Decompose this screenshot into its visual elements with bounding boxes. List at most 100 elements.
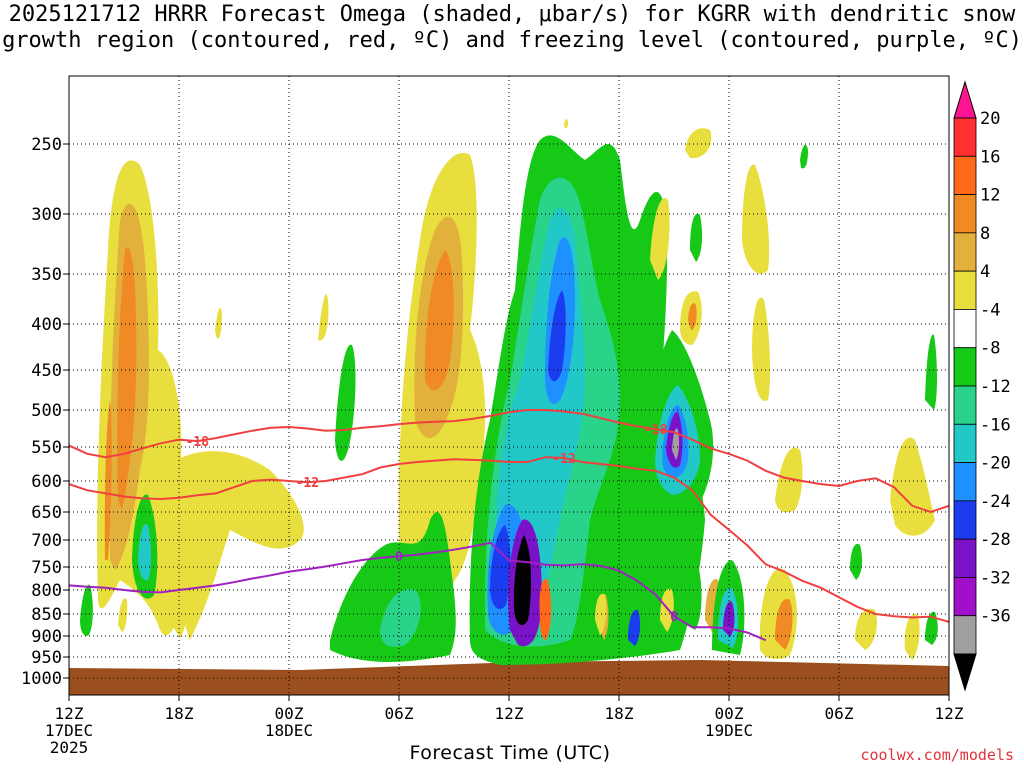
credit-link[interactable]: coolwx.com/models (860, 746, 1014, 764)
colorbar-label: 4 (980, 262, 990, 282)
x-tick-label: 19DEC (705, 721, 753, 740)
colorbar-cell (953, 538, 977, 578)
omega-blob (138, 524, 151, 581)
omega-blob (380, 589, 421, 647)
colorbar-label: -32 (980, 568, 1011, 588)
colorbar-cell (953, 500, 977, 540)
colorbar-cell (953, 423, 977, 463)
y-tick-label: 400 (31, 315, 62, 335)
colorbar: 20 16 12 8 4 -4 -8 -12 -16 -20 -24 -28 -32 -36 (953, 80, 1011, 692)
colorbar-cell (953, 653, 977, 692)
colorbar-label: 12 (980, 186, 1000, 206)
x-tick-label: 12Z (55, 704, 84, 723)
x-tick-label: 06Z (385, 704, 414, 723)
omega-blob (548, 290, 566, 382)
omega-blob (890, 437, 935, 536)
y-tick-label: 750 (31, 558, 62, 578)
omega-blob (650, 198, 670, 280)
y-tick-label: 850 (31, 605, 62, 625)
colorbar-label: -24 (980, 492, 1011, 512)
y-tick-label: 700 (31, 531, 62, 551)
y-tick-label: 500 (31, 401, 62, 421)
x-axis-title: Forecast Time (UTC) (409, 742, 611, 764)
dgz-contour-minus18 (69, 409, 949, 514)
omega-blob (800, 144, 808, 169)
y-tick-label: 950 (31, 648, 62, 668)
x-tick-label: 2025 (50, 738, 89, 757)
omega-blob (595, 593, 607, 635)
omega-blob (690, 213, 703, 262)
omega-blob (855, 608, 877, 650)
omega-blob (104, 400, 112, 560)
colorbar-cell (953, 615, 977, 655)
chart-title-line-2: growth region (contoured, red, ºC) and f… (2, 28, 1022, 53)
y-tick-label: 600 (31, 472, 62, 492)
colorbar-cell (953, 117, 977, 157)
omega-blob (775, 599, 793, 650)
y-tick-label: 300 (31, 205, 62, 225)
x-tick-label: 18Z (165, 704, 194, 723)
y-tick-label: 250 (31, 135, 62, 155)
freezing-level-contour (69, 541, 767, 642)
colorbar-cell (953, 270, 977, 310)
freezing-level-contour-label: 0 (670, 610, 678, 625)
colorbar-cell (953, 347, 977, 387)
x-tick-label: 12Z (495, 704, 524, 723)
colorbar-label: 8 (980, 224, 990, 244)
omega-blob (215, 307, 222, 339)
omega-blob (318, 294, 329, 341)
omega-blob (904, 614, 920, 660)
colorbar-label: -12 (980, 377, 1011, 397)
colorbar-cell (953, 80, 977, 119)
dgz-contour-minus18-label: -18 (186, 435, 210, 450)
colorbar-label: -4 (980, 300, 1000, 320)
colorbar-cell (953, 577, 977, 617)
colorbar-label: 16 (980, 147, 1000, 167)
omega-blob (925, 611, 938, 645)
omega-blob (80, 584, 93, 636)
x-tick-label: 06Z (825, 704, 854, 723)
y-tick-label: 550 (31, 438, 62, 458)
colorbar-label: 20 (980, 109, 1000, 129)
colorbar-cell (953, 462, 977, 502)
omega-blob (172, 593, 187, 638)
x-tick-label: 00Z (275, 704, 304, 723)
colorbar-label: -28 (980, 530, 1011, 550)
dgz-contour-minus18-label: -18 (644, 423, 668, 438)
omega-blob (742, 164, 770, 274)
omega-blob (925, 334, 937, 410)
colorbar-cell (953, 232, 977, 272)
omega-shaded-field: -18 -18 -12 -12 0 0 (69, 76, 949, 695)
omega-blob (685, 128, 712, 159)
omega-blob (672, 428, 680, 460)
omega-blob (539, 579, 552, 640)
x-tick-label: 17DEC (45, 721, 93, 740)
omega-blob (330, 512, 456, 662)
omega-blob (160, 451, 304, 640)
colorbar-label: -20 (980, 454, 1011, 474)
colorbar-cell (953, 155, 977, 195)
colorbar-cell (953, 194, 977, 234)
y-tick-label: 900 (31, 627, 62, 647)
omega-blob (850, 543, 863, 580)
dgz-contour-minus12 (69, 456, 949, 623)
y-tick-label: 650 (31, 503, 62, 523)
colorbar-label: -36 (980, 607, 1011, 627)
y-tick-label: 350 (31, 265, 62, 285)
y-tick-label: 800 (31, 581, 62, 601)
dgz-contour-minus12-label: -12 (552, 452, 575, 467)
omega-blob (118, 598, 128, 632)
chart-title-line-1: 2025121712 HRRR Forecast Omega (shaded, … (8, 2, 1016, 27)
omega-blob (564, 118, 568, 129)
grid-y (69, 143, 949, 679)
colorbar-label: -8 (980, 339, 1000, 359)
omega-blob (628, 609, 641, 646)
omega-blob (117, 247, 137, 510)
x-tick-label: 12Z (935, 704, 964, 723)
dgz-contour-minus12-label: -12 (296, 476, 319, 491)
y-tick-label: 1000 (21, 669, 62, 689)
omega-blob (775, 447, 803, 513)
freezing-level-contour-label: 0 (395, 550, 403, 565)
y-tick-label: 450 (31, 361, 62, 381)
